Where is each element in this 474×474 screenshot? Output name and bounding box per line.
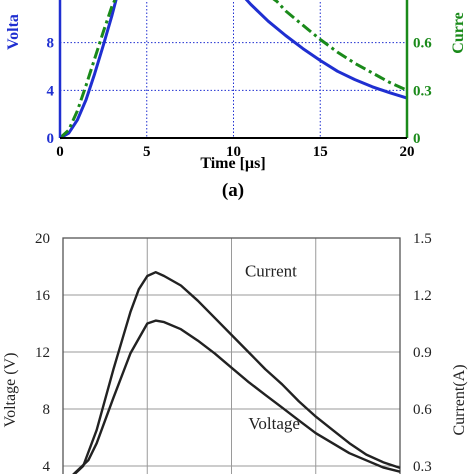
chart-b-ticks: 4 8 12 16 20 0.3 0.6 0.9 1.2 1.5 [35, 231, 432, 474]
chart-a-series-1 [58, 0, 408, 140]
chart-a-ytick-right: 0.3 [413, 83, 432, 99]
chart-a-xtick: 10 [226, 144, 241, 160]
chart-a-xtick: 0 [56, 144, 64, 160]
chart-b-ytick-right: 0.9 [413, 345, 432, 361]
chart-a-panel-label: (a) [222, 180, 244, 201]
chart-a-ytick-right: 0.6 [413, 36, 432, 52]
chart-a-grid [60, 0, 407, 138]
chart-b-ytick-left: 12 [35, 345, 50, 361]
chart-b-ytick-right: 0.3 [413, 459, 432, 474]
chart-b-ytick-right: 1.2 [413, 288, 432, 304]
chart-a-ytick-left: 4 [47, 83, 55, 99]
chart-b-series-voltage [72, 319, 401, 474]
chart-b-ytick-left: 4 [43, 459, 51, 474]
chart-b-series-current [72, 271, 401, 474]
chart-b-ytick-left: 16 [35, 288, 51, 304]
chart-a-ylabel-left: Volta [5, 14, 22, 50]
chart-a-xtick: 5 [143, 144, 151, 160]
chart-b-ylabel-left: Voltage (V) [2, 353, 19, 428]
chart-a-series-0 [59, 0, 408, 140]
chart-a-ylabel-right: Curre [450, 12, 467, 53]
chart-b-grid [63, 238, 400, 474]
chart-b-ytick-right: 1.5 [413, 231, 432, 247]
chart-a-series [58, 0, 408, 140]
chart-b-annotation-voltage: Voltage [248, 414, 300, 433]
chart-b-ytick-left: 20 [35, 231, 50, 247]
chart-b-ytick-right: 0.6 [413, 402, 432, 418]
chart-b-series [72, 271, 401, 474]
chart-b: 4 8 12 16 20 0.3 0.6 0.9 1.2 1.5 Voltage (V) Curr… [2, 231, 468, 474]
chart-a-ytick-right: 0 [413, 131, 421, 147]
chart-a-xlabel: Time [µs] [200, 155, 265, 172]
chart-b-annotation-current: Current [245, 261, 297, 280]
chart-a-xtick: 20 [400, 144, 415, 160]
chart-b-ylabel-right: Current(A) [451, 364, 468, 435]
chart-a-xtick: 15 [313, 144, 328, 160]
chart-b-ytick-left: 8 [43, 402, 51, 418]
chart-b-frame [62, 237, 401, 474]
chart-a-ytick-left: 0 [47, 131, 55, 147]
chart-a-ytick-left: 8 [47, 36, 55, 52]
